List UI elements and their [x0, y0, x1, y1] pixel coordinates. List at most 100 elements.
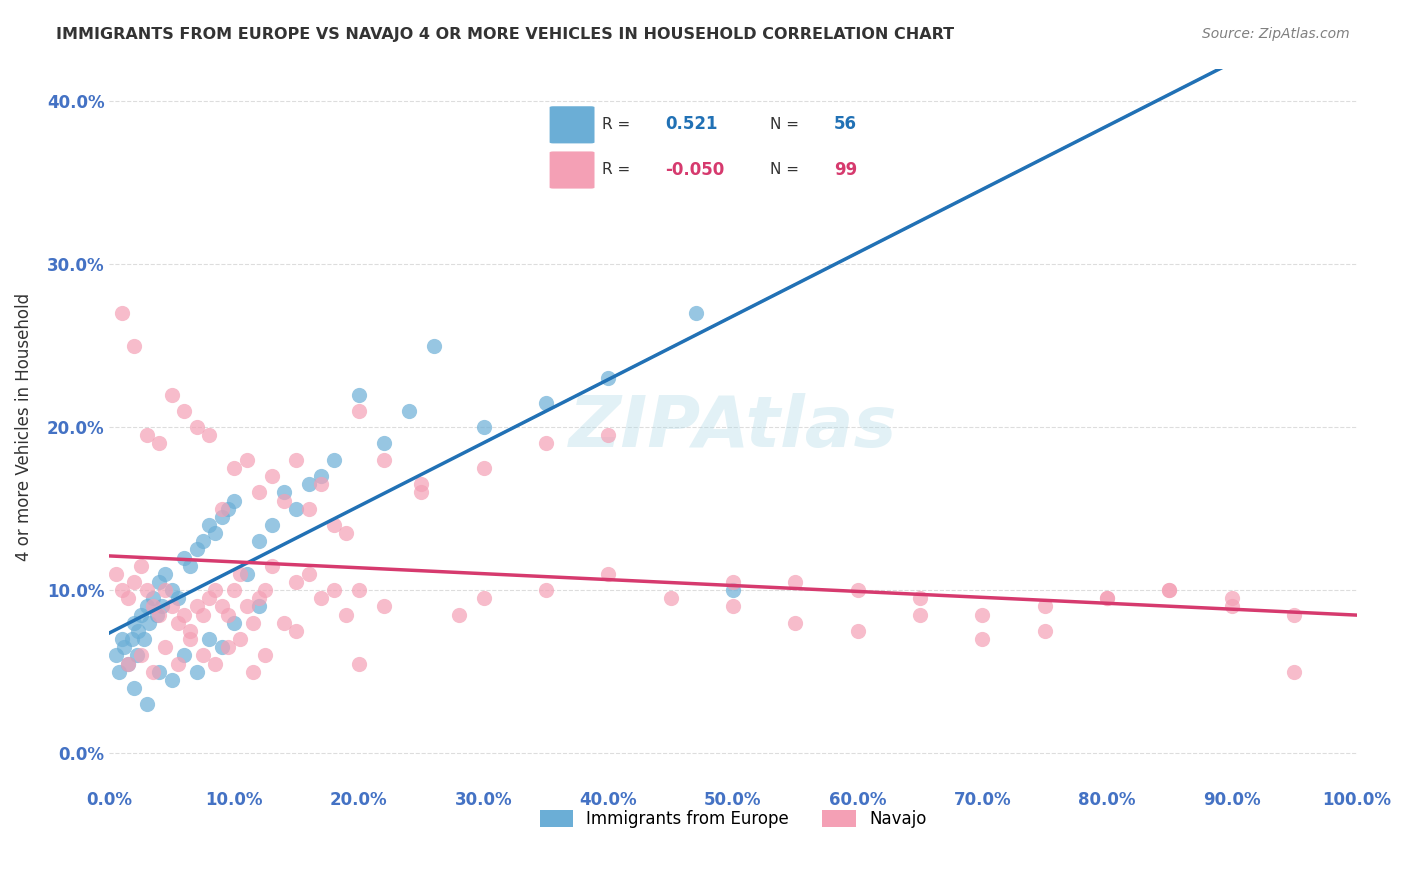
Point: [155, 640, 177, 655]
Point: [285, 452, 308, 467]
Point: [285, 624, 308, 638]
Point: [211, 640, 233, 655]
Point: [846, 583, 869, 598]
Point: [972, 632, 994, 646]
Point: [411, 485, 433, 500]
Text: Source: ZipAtlas.com: Source: ZipAtlas.com: [1202, 27, 1350, 41]
Point: [298, 566, 321, 581]
Point: [285, 501, 308, 516]
Point: [124, 338, 146, 352]
Point: [322, 518, 344, 533]
Point: [273, 615, 295, 630]
Point: [142, 599, 165, 614]
Point: [235, 599, 257, 614]
Point: [273, 493, 295, 508]
Point: [148, 574, 170, 589]
Point: [160, 673, 183, 687]
Point: [422, 338, 444, 352]
Point: [217, 501, 239, 516]
Point: [411, 477, 433, 491]
Point: [160, 583, 183, 598]
Point: [124, 681, 146, 695]
Point: [148, 665, 170, 679]
Point: [204, 583, 226, 598]
Point: [285, 574, 308, 589]
Point: [247, 485, 270, 500]
Point: [254, 583, 277, 598]
Point: [472, 591, 495, 606]
Point: [1095, 591, 1118, 606]
Point: [229, 632, 252, 646]
Point: [186, 420, 208, 434]
Point: [534, 436, 557, 450]
Point: [229, 566, 252, 581]
Point: [1282, 607, 1305, 622]
Point: [785, 574, 807, 589]
Point: [191, 534, 214, 549]
Point: [598, 428, 620, 442]
Point: [167, 615, 190, 630]
Point: [1220, 599, 1243, 614]
Point: [179, 624, 201, 638]
Point: [222, 493, 245, 508]
Point: [129, 648, 152, 663]
Point: [721, 599, 744, 614]
Point: [217, 640, 239, 655]
Point: [198, 591, 221, 606]
Point: [173, 607, 195, 622]
Point: [211, 599, 233, 614]
Y-axis label: 4 or more Vehicles in Household: 4 or more Vehicles in Household: [15, 293, 32, 561]
Point: [121, 632, 143, 646]
Point: [721, 574, 744, 589]
Point: [148, 436, 170, 450]
Point: [247, 591, 270, 606]
Point: [160, 599, 183, 614]
Point: [322, 583, 344, 598]
Point: [135, 428, 157, 442]
Point: [104, 566, 127, 581]
Point: [111, 306, 134, 320]
Point: [260, 518, 283, 533]
Point: [104, 648, 127, 663]
Point: [179, 558, 201, 573]
Point: [311, 469, 333, 483]
Point: [117, 657, 139, 671]
Point: [335, 607, 357, 622]
Point: [908, 591, 931, 606]
Point: [124, 615, 146, 630]
Point: [242, 665, 264, 679]
Point: [198, 428, 221, 442]
Point: [1159, 583, 1181, 598]
Point: [138, 615, 160, 630]
Point: [247, 599, 270, 614]
Point: [198, 632, 221, 646]
Point: [222, 615, 245, 630]
Point: [112, 640, 135, 655]
Point: [217, 607, 239, 622]
Point: [972, 607, 994, 622]
Point: [685, 306, 707, 320]
Point: [117, 591, 139, 606]
Point: [173, 404, 195, 418]
Point: [721, 583, 744, 598]
Point: [135, 698, 157, 712]
Point: [908, 607, 931, 622]
Point: [222, 461, 245, 475]
Point: [347, 404, 370, 418]
Point: [598, 566, 620, 581]
Point: [191, 607, 214, 622]
Point: [598, 371, 620, 385]
Point: [235, 452, 257, 467]
Point: [148, 607, 170, 622]
Point: [235, 566, 257, 581]
Point: [142, 591, 165, 606]
Point: [127, 624, 149, 638]
Point: [160, 387, 183, 401]
Point: [373, 452, 395, 467]
Point: [260, 469, 283, 483]
Point: [298, 477, 321, 491]
Point: [242, 615, 264, 630]
Point: [111, 583, 134, 598]
Point: [111, 632, 134, 646]
Point: [142, 665, 165, 679]
